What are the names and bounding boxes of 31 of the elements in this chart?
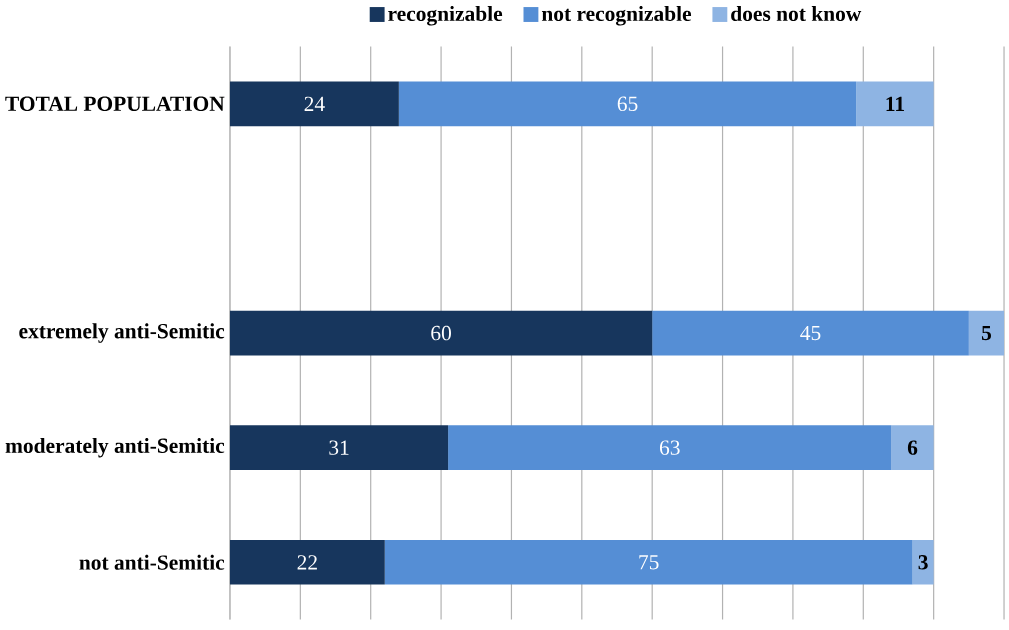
bar xyxy=(398,81,857,127)
bar xyxy=(652,310,969,356)
y-tick-label: moderately anti-Semitic xyxy=(5,438,225,458)
data-label: 45 xyxy=(800,325,821,341)
data-label: 75 xyxy=(639,555,659,570)
bar xyxy=(891,425,934,471)
bar xyxy=(384,540,913,585)
data-label: 11 xyxy=(886,96,904,111)
bar xyxy=(229,81,399,127)
bar xyxy=(229,310,653,356)
y-tick-label: TOTAL POPULATION xyxy=(5,96,225,112)
data-label: 65 xyxy=(617,96,638,112)
bar xyxy=(448,425,892,471)
legend-label: does not know xyxy=(731,6,862,22)
bar xyxy=(912,540,934,585)
data-label: 60 xyxy=(431,325,451,341)
bar xyxy=(229,425,449,471)
data-label: 5 xyxy=(981,326,992,341)
bar xyxy=(229,540,385,585)
data-label: 22 xyxy=(297,555,317,570)
legend-label: recognizable xyxy=(388,6,503,26)
bar xyxy=(856,81,934,127)
data-label: 6 xyxy=(907,440,918,455)
y-tick-label: extremely anti-Semitic xyxy=(19,323,225,343)
data-label: 31 xyxy=(329,440,349,455)
data-label: 24 xyxy=(304,96,325,111)
data-label: 3 xyxy=(918,555,928,570)
bar xyxy=(968,310,1005,356)
data-label: 63 xyxy=(659,440,680,455)
y-tick-label: not anti-Semitic xyxy=(79,554,225,570)
legend-label: not recognizable xyxy=(541,6,692,26)
